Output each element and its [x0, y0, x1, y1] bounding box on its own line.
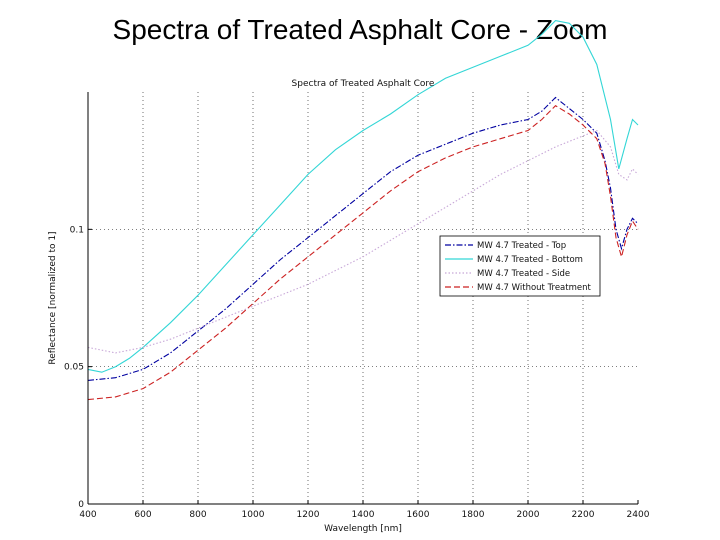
plot-background: [88, 92, 638, 504]
x-tick-label: 1000: [242, 510, 265, 520]
legend-label-top: MW 4.7 Treated - Top: [477, 241, 566, 251]
x-tick-label: 1600: [407, 510, 430, 520]
y-tick-label: 0: [78, 500, 84, 510]
legend: MW 4.7 Treated - Top MW 4.7 Treated - Bo…: [439, 235, 601, 297]
series-line-1: [87, 20, 639, 373]
series-line-0: [87, 96, 639, 381]
slide-title: Spectra of Treated Asphalt Core - Zoom: [112, 14, 608, 45]
legend-label-bottom: MW 4.7 Treated - Bottom: [477, 255, 583, 265]
x-axis-label: Wavelength [nm]: [324, 524, 402, 534]
series-line-3: [87, 105, 639, 401]
x-tick-label: 1400: [352, 510, 375, 520]
legend-label-untreated: MW 4.7 Without Treatment: [477, 283, 592, 293]
y-tick-label: 0.05: [64, 363, 84, 373]
x-tick-label: 800: [189, 510, 206, 520]
x-tick-label: 2200: [572, 510, 595, 520]
legend-label-side: MW 4.7 Treated - Side: [477, 269, 570, 279]
y-axis-label: Reflectance [normalized to 1]: [48, 231, 58, 364]
chart-title: Spectra of Treated Asphalt Core: [292, 79, 435, 89]
x-tick-label: 1200: [297, 510, 320, 520]
x-tick-label: 600: [134, 510, 151, 520]
legend-box: [439, 235, 601, 297]
x-tick-label: 1800: [462, 510, 485, 520]
grid-layer: [88, 92, 638, 504]
tick-layer: 400 600 800 1000 1200 1400 1600 1800 2000 2200 240…: [64, 225, 650, 520]
x-tick-label: 400: [79, 510, 96, 520]
series-line-2: [87, 129, 639, 354]
y-tick-label: 0.1: [70, 225, 84, 235]
x-tick-label: 2400: [627, 510, 650, 520]
series-layer: [87, 20, 639, 401]
x-tick-label: 2000: [517, 510, 540, 520]
